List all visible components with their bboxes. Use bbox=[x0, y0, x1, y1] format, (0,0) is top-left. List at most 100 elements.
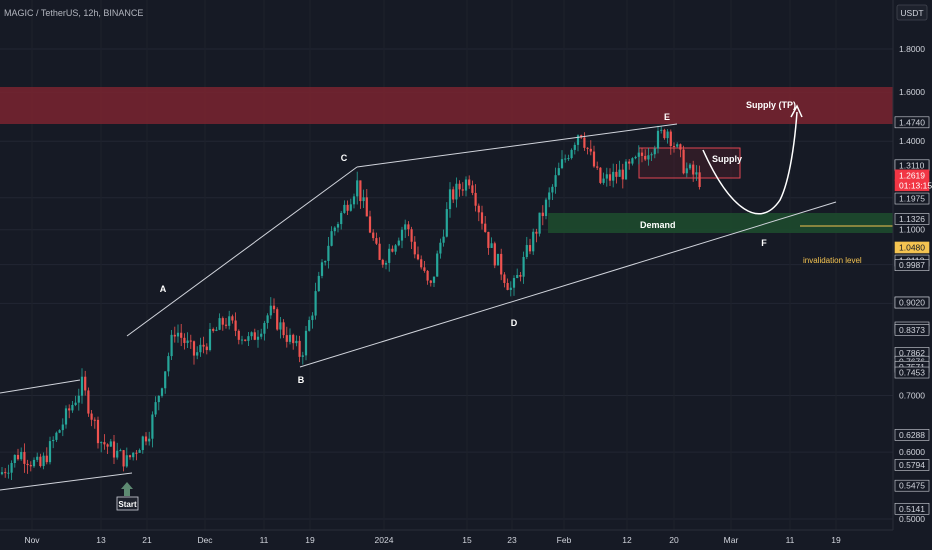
candle-body bbox=[548, 192, 551, 200]
candle-body bbox=[621, 169, 624, 180]
candle-body bbox=[624, 161, 628, 180]
candle-body bbox=[135, 452, 138, 454]
candle-body bbox=[224, 324, 228, 326]
candle-body bbox=[676, 144, 679, 147]
candle-body bbox=[695, 172, 698, 175]
candle-body bbox=[138, 450, 141, 453]
candle-body bbox=[653, 148, 656, 155]
candle-body bbox=[688, 164, 692, 169]
candle-body bbox=[368, 216, 372, 233]
price-label-box bbox=[894, 429, 930, 441]
candle-body bbox=[333, 227, 336, 232]
price-labels: 1.47401.31101.31101.261901:13:151.19751.… bbox=[894, 116, 932, 515]
candle-body bbox=[362, 197, 365, 202]
candle-body bbox=[64, 408, 68, 425]
candle-body bbox=[260, 333, 263, 337]
price-axis[interactable]: USDT 1.80001.60001.40001.20001.10001.000… bbox=[892, 0, 932, 550]
price-label: 0.8373 bbox=[899, 325, 925, 335]
candle-body bbox=[509, 287, 512, 290]
candles bbox=[0, 125, 701, 480]
price-label-box bbox=[894, 179, 930, 192]
candle-body bbox=[61, 424, 64, 431]
candle-body bbox=[39, 456, 42, 467]
candle-body bbox=[4, 472, 7, 474]
candle-body bbox=[372, 232, 375, 239]
candle-body bbox=[429, 280, 432, 283]
candle-body bbox=[176, 332, 180, 337]
trendline-a-c bbox=[126, 166, 358, 337]
wave-label-f: F bbox=[761, 238, 767, 248]
time-tick: 19 bbox=[831, 535, 841, 545]
candle-body bbox=[96, 419, 100, 444]
price-label-box bbox=[894, 192, 930, 205]
candle-body bbox=[493, 243, 496, 266]
time-axis[interactable]: Nov 13 21 Dec 11 19 2024 15 23 Feb 12 20 Mar 11 19 bbox=[0, 529, 932, 550]
candle-body bbox=[500, 253, 503, 275]
candle-body bbox=[692, 164, 695, 175]
candle-body bbox=[346, 204, 349, 211]
candle-body bbox=[74, 402, 77, 405]
time-tick: Mar bbox=[724, 535, 739, 545]
candle-body bbox=[148, 438, 151, 442]
candle-body bbox=[413, 241, 416, 255]
start-badge bbox=[116, 496, 139, 511]
price-label: 0.7862 bbox=[899, 348, 925, 358]
price-label: 01:13:15 bbox=[899, 180, 932, 190]
candle-body bbox=[295, 340, 298, 344]
candle-body bbox=[599, 167, 602, 183]
candle-body bbox=[13, 454, 16, 464]
time-tick: Nov bbox=[24, 535, 40, 545]
candle-body bbox=[247, 336, 250, 341]
candle-body bbox=[538, 212, 541, 234]
candle-body bbox=[381, 259, 384, 265]
candle-body bbox=[602, 178, 605, 183]
candle-body bbox=[605, 174, 608, 179]
price-label: 0.5141 bbox=[899, 504, 925, 514]
supply-tp-zone bbox=[0, 87, 893, 124]
candle-body bbox=[266, 315, 269, 323]
candle-body bbox=[631, 158, 634, 164]
candle-body bbox=[384, 262, 388, 265]
currency-button[interactable] bbox=[896, 4, 928, 21]
price-tick: 0.5000 bbox=[899, 514, 925, 524]
candle-body bbox=[535, 231, 538, 234]
price-label-box bbox=[894, 259, 930, 271]
candle-body bbox=[352, 196, 356, 205]
candle-body bbox=[634, 156, 637, 159]
candle-body bbox=[125, 455, 128, 467]
candle-body bbox=[519, 274, 522, 277]
candle-body bbox=[256, 336, 260, 340]
candle-body bbox=[698, 172, 701, 188]
candle-body bbox=[32, 459, 36, 467]
candle-body bbox=[570, 149, 573, 159]
price-axis-background bbox=[893, 0, 932, 550]
price-label: 0.9987 bbox=[899, 260, 925, 270]
candle-body bbox=[375, 238, 378, 244]
candle-body bbox=[439, 242, 442, 254]
projection-arrowhead bbox=[790, 104, 803, 118]
candle-body bbox=[106, 444, 109, 447]
chart-grid bbox=[0, 48, 893, 520]
price-label-box bbox=[894, 241, 930, 254]
candle-body bbox=[141, 436, 144, 451]
candle-body bbox=[656, 130, 660, 149]
candle-body bbox=[112, 441, 116, 458]
price-label: 1.0480 bbox=[899, 242, 925, 252]
time-tick: 2024 bbox=[375, 535, 394, 545]
candle-body bbox=[637, 152, 640, 157]
candle-body bbox=[644, 155, 647, 160]
candle-body bbox=[359, 180, 362, 202]
time-tick: 21 bbox=[142, 535, 152, 545]
candle-body bbox=[48, 441, 52, 463]
price-tick: 1.6000 bbox=[899, 87, 925, 97]
price-label: 0.5475 bbox=[899, 481, 925, 491]
candle-body bbox=[410, 229, 413, 242]
candle-body bbox=[154, 402, 157, 415]
candle-body bbox=[682, 149, 685, 174]
candle-body bbox=[324, 260, 327, 263]
candle-body bbox=[567, 158, 570, 160]
candle-body bbox=[128, 455, 132, 458]
candle-body bbox=[573, 144, 576, 150]
start-marker: Start bbox=[116, 482, 139, 511]
